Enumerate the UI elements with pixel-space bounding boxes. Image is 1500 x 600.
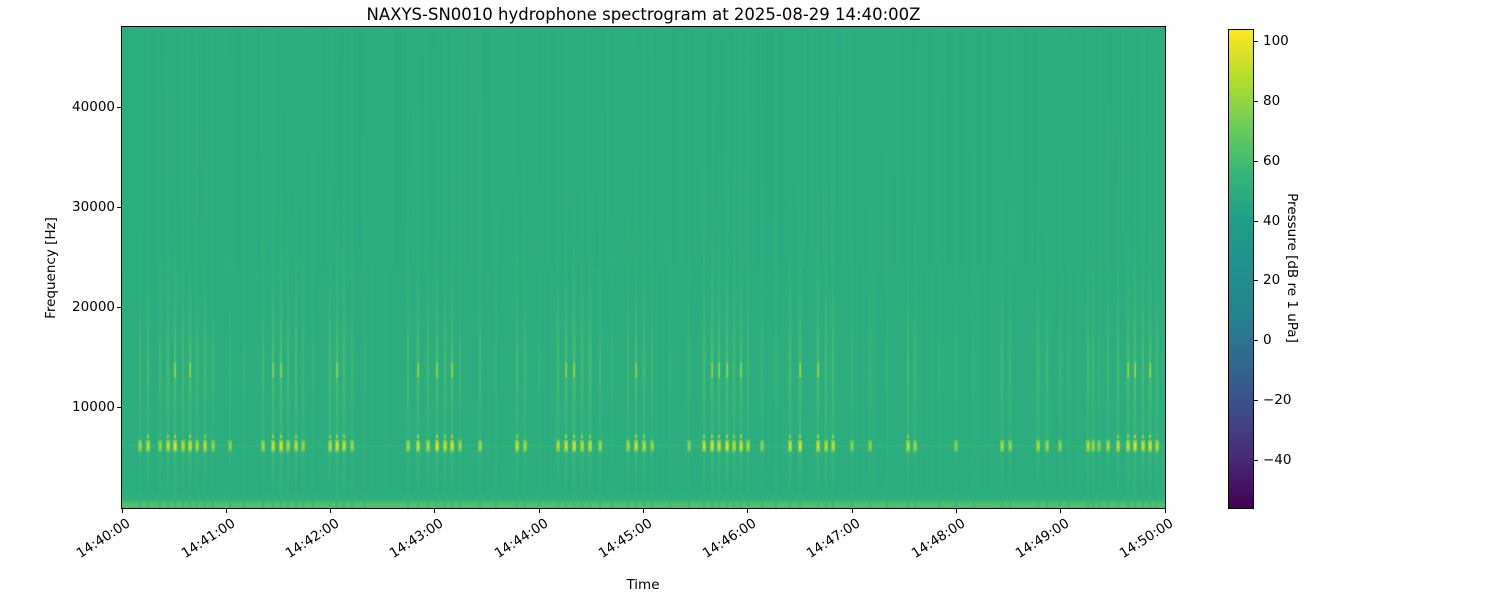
colorbar-tick-mark xyxy=(1254,41,1258,43)
x-tick-mark xyxy=(1060,509,1062,513)
x-tick-label: 14:49:00 xyxy=(1012,515,1073,562)
x-tick-mark xyxy=(538,509,540,513)
x-tick-label: 14:42:00 xyxy=(282,515,343,562)
y-tick-label: 40000 xyxy=(72,98,115,115)
y-tick-mark xyxy=(117,206,121,208)
x-tick-mark xyxy=(955,509,957,513)
colorbar-tick-mark xyxy=(1254,459,1258,461)
x-tick-label: 14:41:00 xyxy=(178,515,238,562)
x-tick-mark xyxy=(747,509,749,513)
colorbar-tick-mark xyxy=(1254,101,1258,103)
colorbar-canvas xyxy=(1229,30,1253,508)
colorbar-tick-label: 60 xyxy=(1263,152,1281,169)
x-tick-mark xyxy=(851,509,853,513)
x-axis-label: Time xyxy=(626,577,660,593)
colorbar-tick-label: 20 xyxy=(1263,272,1281,289)
x-tick-label: 14:47:00 xyxy=(804,515,864,562)
x-tick-label: 14:48:00 xyxy=(908,515,969,562)
y-tick-mark xyxy=(117,307,121,309)
x-tick-label: 14:44:00 xyxy=(491,515,551,562)
colorbar-label: Pressure [dB re 1 uPa] xyxy=(1284,193,1300,343)
x-tick-label: 14:40:00 xyxy=(74,515,134,562)
y-tick-label: 30000 xyxy=(72,198,115,215)
colorbar-tick-mark xyxy=(1254,280,1258,282)
x-tick-mark xyxy=(121,509,123,513)
colorbar-tick-mark xyxy=(1254,399,1258,401)
colorbar-tick-mark xyxy=(1254,160,1258,162)
x-tick-label: 14:50:00 xyxy=(1117,515,1177,562)
x-tick-label: 14:43:00 xyxy=(386,515,447,562)
y-tick-mark xyxy=(117,106,121,108)
colorbar-tick-label: −20 xyxy=(1263,391,1292,408)
x-tick-label: 14:45:00 xyxy=(595,515,656,562)
colorbar-tick-label: 40 xyxy=(1263,212,1281,229)
x-tick-mark xyxy=(330,509,332,513)
colorbar-tick-label: 100 xyxy=(1263,33,1289,50)
x-tick-mark xyxy=(434,509,436,513)
y-tick-mark xyxy=(117,407,121,409)
colorbar-tick-mark xyxy=(1254,220,1258,222)
x-tick-mark xyxy=(643,509,644,513)
spectrogram-canvas xyxy=(122,27,1165,508)
colorbar-tick-mark xyxy=(1254,340,1258,342)
x-tick-mark xyxy=(1164,509,1166,513)
x-tick-mark xyxy=(225,509,227,513)
x-tick-label: 14:46:00 xyxy=(699,515,760,562)
colorbar-tick-label: 0 xyxy=(1263,332,1272,349)
y-tick-label: 20000 xyxy=(72,299,115,316)
colorbar xyxy=(1228,29,1254,509)
plot-area xyxy=(121,26,1166,509)
y-tick-label: 10000 xyxy=(72,399,115,416)
colorbar-tick-label: 80 xyxy=(1263,93,1281,110)
colorbar-tick-label: −40 xyxy=(1263,451,1292,468)
chart-title: NAXYS-SN0010 hydrophone spectrogram at 2… xyxy=(366,5,921,24)
